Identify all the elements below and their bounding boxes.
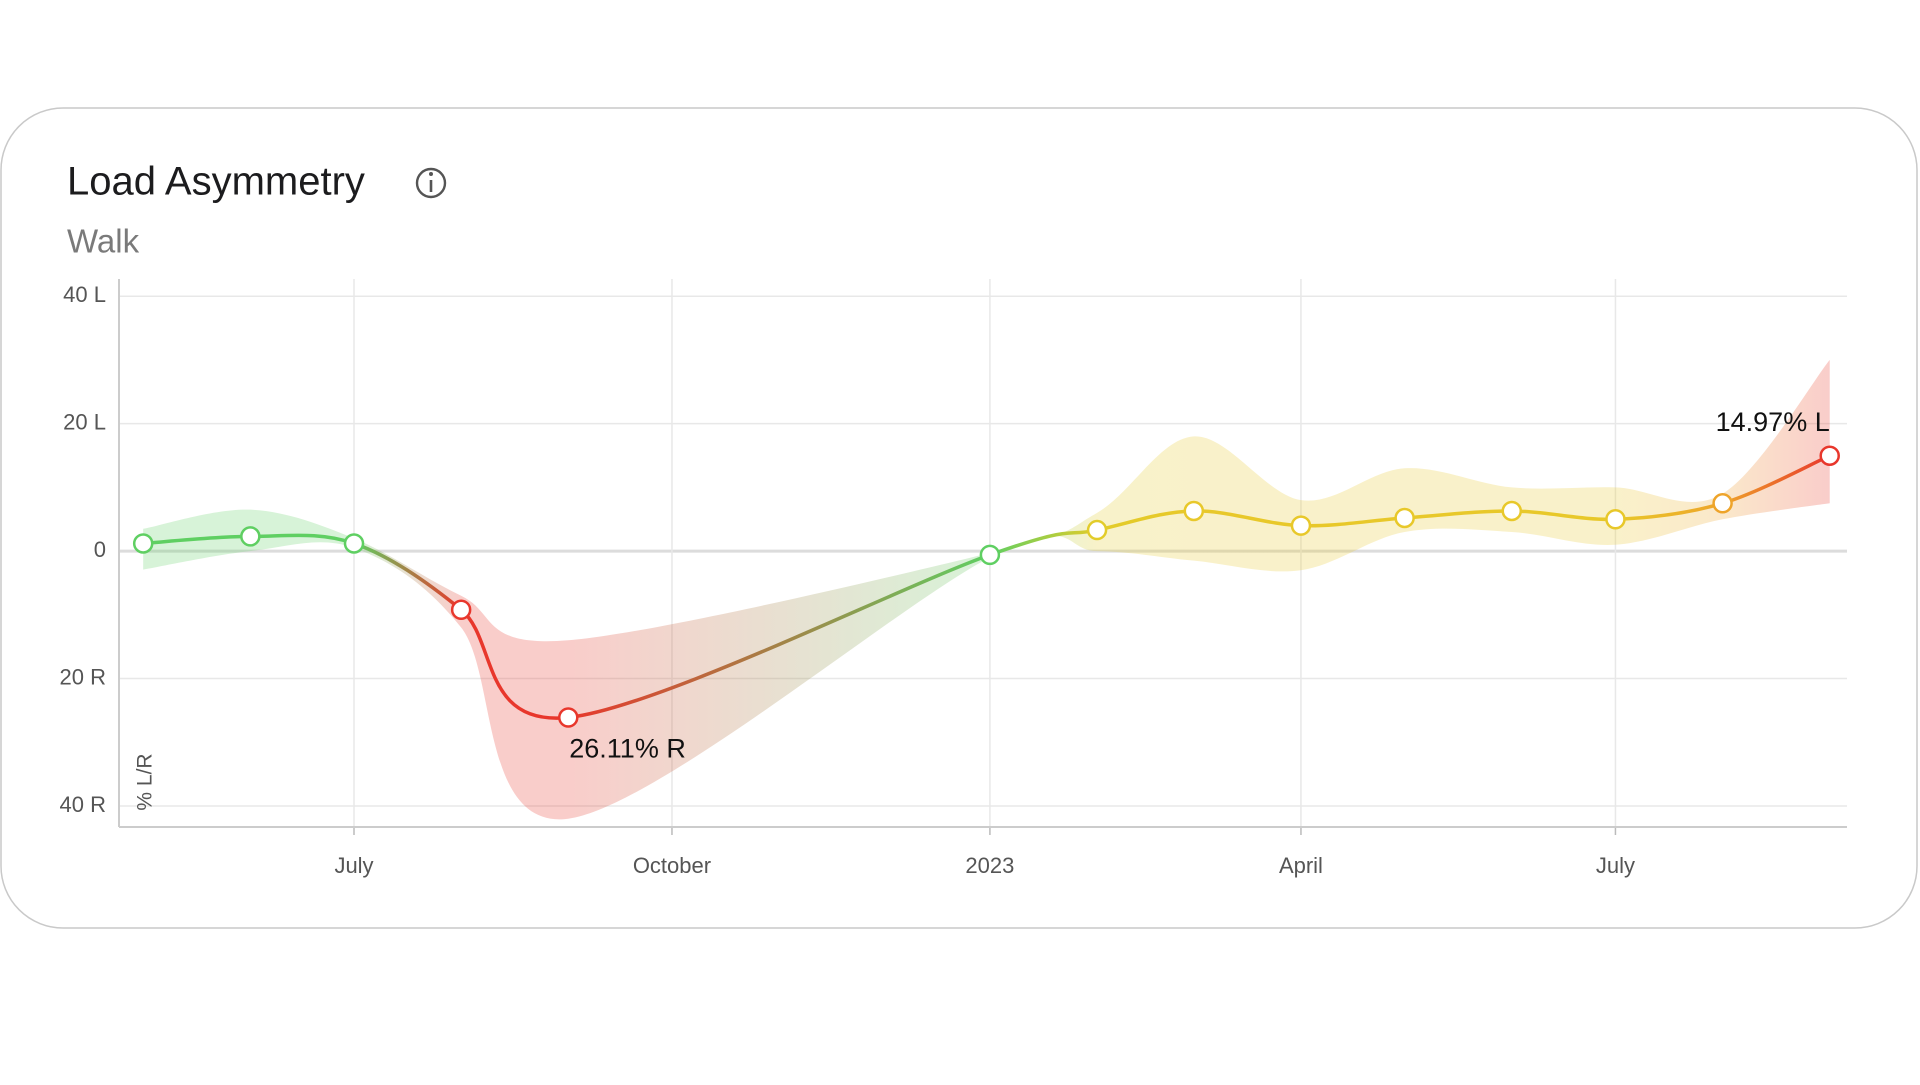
- y-tick-label: 40 R: [60, 792, 106, 817]
- point: [558, 707, 579, 728]
- point: [343, 533, 365, 554]
- x-tick-label: 2023: [965, 853, 1014, 878]
- x-tick-label: July: [334, 853, 373, 878]
- chart-subtitle: Walk: [67, 223, 140, 260]
- point: [1819, 445, 1840, 466]
- y-tick-label: 20 L: [63, 409, 106, 434]
- card: [0, 107, 1918, 929]
- point: [1394, 507, 1415, 529]
- value-label: 14.97% L: [1716, 407, 1830, 437]
- point: [1605, 508, 1626, 530]
- y-tick-label: 40 L: [63, 282, 106, 307]
- point: [1086, 519, 1108, 541]
- info-icon[interactable]: [415, 167, 447, 199]
- point: [979, 544, 1001, 566]
- value-label: 26.11% R: [569, 734, 686, 764]
- point: [450, 599, 472, 620]
- point: [1501, 500, 1523, 522]
- confidence-band: [143, 359, 1830, 820]
- point: [1712, 493, 1733, 514]
- y-axis-label: % L/R: [134, 753, 157, 810]
- point: [132, 533, 154, 554]
- point: [1290, 515, 1312, 536]
- line: [143, 454, 1831, 720]
- chart-title: Load Asymmetry: [67, 160, 365, 204]
- point: [240, 526, 261, 547]
- x-tick-label: April: [1279, 853, 1323, 878]
- x-tick-label: July: [1596, 853, 1635, 878]
- y-tick-label: 20 R: [60, 664, 106, 689]
- x-tick-label: October: [633, 853, 711, 878]
- point: [1183, 500, 1205, 522]
- y-tick-label: 0: [94, 537, 106, 562]
